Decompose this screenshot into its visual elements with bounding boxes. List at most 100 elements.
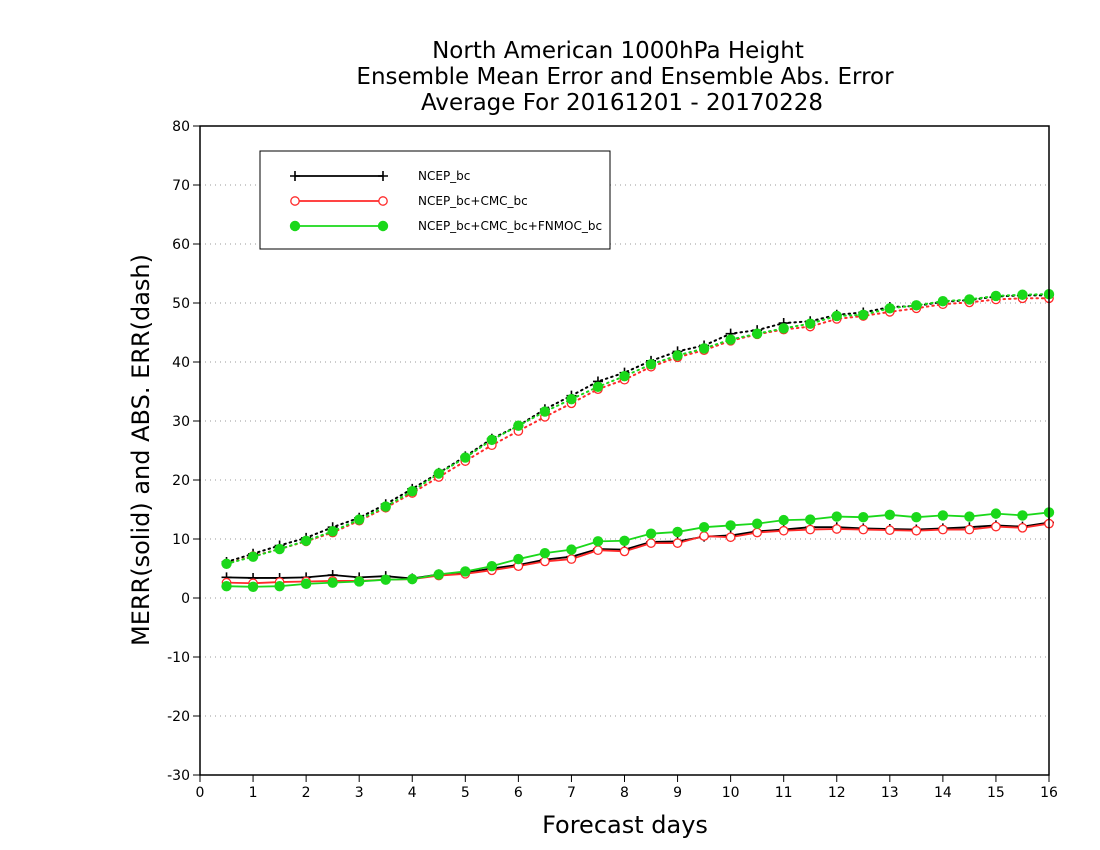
x-tick-label: 15 [987, 785, 1005, 801]
merr-point [805, 514, 816, 525]
y-tick-label: 40 [172, 355, 190, 371]
merr-point [964, 511, 975, 522]
merr-point [1017, 522, 1028, 533]
y-tick-label: -10 [167, 650, 190, 666]
abs-err-point [566, 393, 577, 405]
merr-point [778, 514, 789, 526]
abs-err-point [751, 328, 763, 339]
merr-point [619, 535, 630, 546]
x-tick-label: 10 [722, 785, 740, 801]
merr-point [247, 581, 259, 592]
merr-point [486, 560, 498, 572]
x-axis-title: Forecast days [542, 811, 708, 839]
merr-point [752, 527, 763, 538]
abs-err-point [1017, 289, 1028, 300]
plot-series [221, 288, 1055, 592]
abs-err-line-ncep-bc-cmc-bc [225, 297, 1050, 565]
merr-point [911, 511, 922, 523]
merr-point [593, 545, 603, 556]
merr-point [884, 509, 896, 521]
y-axis-title: MERR(solid) and ABS. ERR(dash) [127, 254, 155, 646]
abs-err-point [486, 434, 498, 446]
abs-err-point [858, 309, 869, 320]
merr-point [433, 569, 444, 580]
merr-point [699, 531, 709, 541]
x-tick-label: 5 [461, 785, 470, 801]
abs-err-point [407, 486, 418, 497]
abs-err-point [380, 501, 391, 512]
y-tick-label: -30 [167, 768, 190, 784]
merr-point [221, 581, 232, 592]
abs-err-point [778, 323, 789, 334]
chart-title-line-2: Ensemble Mean Error and Ensemble Abs. Er… [356, 64, 894, 90]
x-tick-label: 9 [673, 785, 682, 801]
abs-err-point [247, 551, 259, 562]
abs-err-point [327, 526, 338, 537]
legend-marker [378, 196, 388, 206]
legend-marker [290, 171, 300, 181]
abs-err-point [964, 294, 975, 305]
merr-point [327, 577, 338, 588]
merr-point [645, 528, 657, 539]
x-tick-label: 6 [514, 785, 523, 801]
legend-label: NCEP_bc [418, 169, 470, 183]
abs-err-point [884, 303, 896, 314]
abs-err-line-ncep-bc [225, 294, 1050, 564]
legend-marker [289, 220, 301, 232]
abs-err-point [353, 514, 365, 525]
merr-point [274, 581, 285, 592]
merr-point [990, 508, 1002, 519]
merr-point [1017, 510, 1028, 521]
grid [200, 184, 1049, 717]
abs-err-point [698, 343, 710, 354]
y-tick-label: -20 [167, 709, 190, 725]
abs-err-point [990, 290, 1002, 302]
merr-point [540, 556, 550, 567]
merr-point [831, 511, 842, 522]
merr-point [725, 532, 736, 543]
abs-err-line-ncep-bc-cmc-bc-fnmoc-bc [225, 293, 1050, 565]
merr-line-ncep-bc-cmc-bc [226, 522, 1050, 585]
x-tick-label: 16 [1040, 785, 1058, 801]
legend: NCEP_bc NCEP_bc+CMC_bc NCEP_bc+CMC_bc+FNMO… [259, 150, 611, 250]
abs-err-point [645, 359, 657, 370]
y-tick-label: 80 [172, 119, 190, 135]
abs-err-point [672, 350, 683, 361]
abs-err-point [460, 452, 471, 463]
merr-point [831, 524, 842, 534]
merr-point [566, 544, 577, 555]
merr-point [698, 522, 710, 533]
merr-point [911, 525, 922, 536]
abs-err-point [433, 468, 444, 479]
y-tick-label: 20 [172, 473, 190, 489]
legend-marker [377, 220, 389, 232]
y-tick-label: 50 [172, 296, 190, 312]
merr-point [858, 524, 869, 535]
abs-err-point [221, 558, 232, 569]
merr-point [619, 546, 630, 557]
merr-point [566, 554, 577, 564]
merr-point [725, 520, 736, 531]
merr-point [380, 574, 391, 585]
merr-point [858, 511, 869, 523]
x-tick-label: 8 [620, 785, 629, 801]
legend-marker [290, 196, 300, 206]
merr-point [964, 524, 975, 535]
x-tick-label: 7 [567, 785, 576, 801]
chart-title-line-3: Average For 20161201 - 20170228 [421, 90, 823, 116]
merr-point [991, 521, 1001, 532]
merr-point [646, 538, 656, 548]
merr-point [353, 576, 365, 587]
abs-err-point [274, 543, 285, 555]
merr-point [672, 526, 683, 538]
merr-point [407, 573, 418, 585]
y-tick-label: 10 [172, 532, 190, 548]
x-tick-label: 13 [881, 785, 899, 801]
legend-label: NCEP_bc+CMC_bc+FNMOC_bc [418, 219, 602, 233]
abs-err-point [725, 334, 736, 345]
merr-point [938, 524, 948, 535]
merr-point [884, 525, 895, 536]
legend-label: NCEP_bc+CMC_bc [418, 194, 528, 208]
